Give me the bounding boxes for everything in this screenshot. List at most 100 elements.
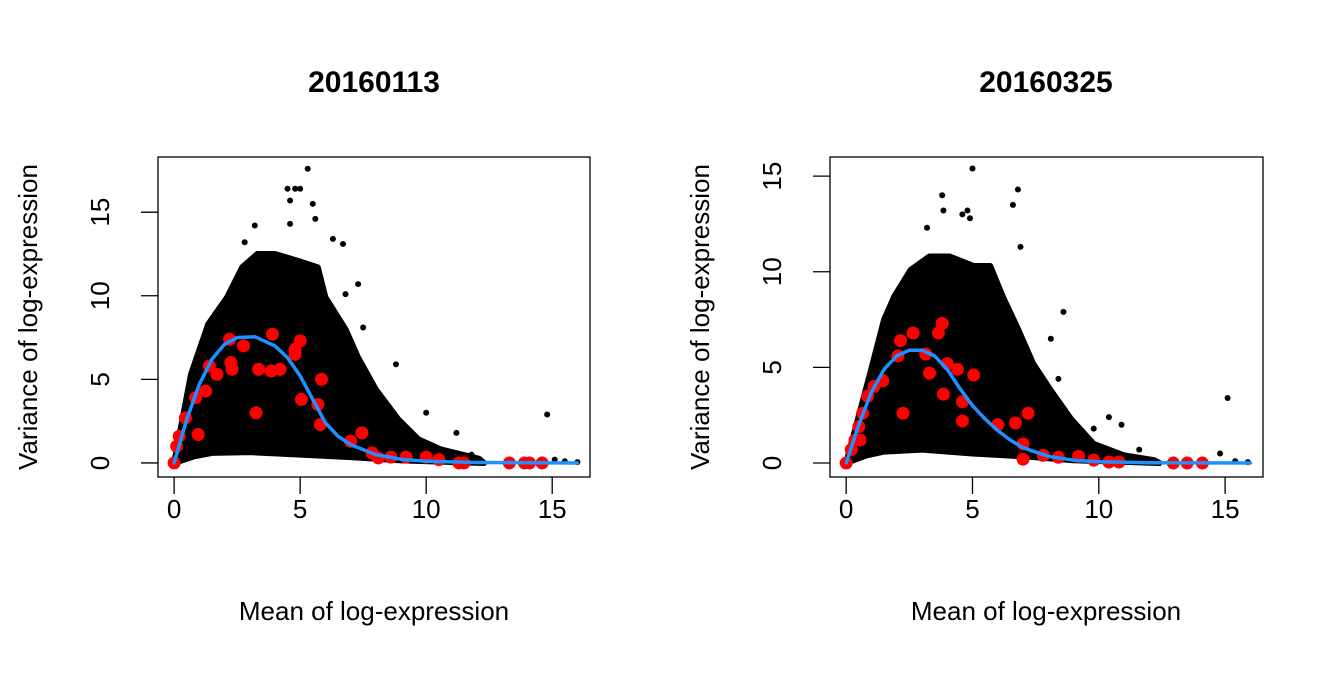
y-axis-label: Variance of log-expression [13, 164, 43, 470]
y-tick-label: 5 [757, 360, 787, 374]
data-point [355, 281, 362, 288]
highlighted-point [199, 384, 213, 398]
data-point [339, 240, 346, 247]
x-tick-label: 15 [538, 494, 567, 524]
data-point [287, 197, 294, 204]
data-point [309, 200, 316, 207]
data-point [1060, 308, 1067, 315]
x-axis-label: Mean of log-expression [239, 596, 509, 626]
data-point [251, 222, 258, 229]
data-point [939, 192, 946, 199]
data-point [544, 411, 551, 418]
highlighted-point [210, 367, 224, 381]
plot-frame [829, 156, 1264, 478]
data-point [959, 211, 966, 218]
highlighted-point [893, 334, 907, 348]
data-point [304, 165, 311, 172]
data-point [1009, 201, 1016, 208]
highlighted-point [355, 426, 369, 440]
data-point [392, 361, 399, 368]
highlighted-point [273, 362, 287, 376]
data-point [292, 185, 299, 192]
data-point [360, 324, 367, 331]
y-tick-label: 5 [85, 372, 115, 386]
data-point [1105, 414, 1112, 421]
highlighted-point [191, 428, 205, 442]
highlighted-point [236, 339, 250, 353]
data-point [940, 207, 947, 214]
data-point [1014, 186, 1021, 193]
data-point [551, 456, 558, 463]
highlighted-point [967, 368, 981, 382]
data-point [453, 429, 460, 436]
data-point [964, 207, 971, 214]
x-tick-label: 10 [412, 494, 441, 524]
panel-title: 20160325 [979, 66, 1112, 99]
panel-title: 20160113 [308, 66, 440, 99]
data-point [924, 224, 931, 231]
data-point [1224, 395, 1231, 402]
highlighted-point [1016, 452, 1030, 466]
y-tick-label: 15 [85, 198, 115, 227]
x-tick-label: 5 [965, 494, 979, 524]
x-tick-label: 15 [1211, 494, 1240, 524]
highlighted-point [288, 347, 302, 361]
data-point [1055, 375, 1062, 382]
highlighted-point [294, 392, 308, 406]
plot-frame [157, 156, 591, 478]
y-axis-label: Variance of log-expression [685, 164, 715, 470]
highlighted-point [252, 362, 266, 376]
x-tick-label: 0 [839, 494, 853, 524]
x-tick-label: 5 [293, 494, 307, 524]
trend-line [844, 348, 1253, 465]
highlighted-point [265, 327, 279, 341]
y-tick-label: 10 [85, 281, 115, 310]
panel-1: 20160113 Mean of log-expression Variance… [13, 66, 591, 626]
data-point [312, 215, 319, 222]
panel-2: 20160325 Mean of log-expression Variance… [685, 66, 1264, 626]
highlighted-point [923, 366, 937, 380]
highlighted-point [249, 406, 263, 420]
highlighted-point [432, 453, 446, 467]
data-point [1136, 446, 1143, 453]
point-cloud [171, 251, 488, 466]
x-tick-label: 0 [167, 494, 181, 524]
data-point [287, 220, 294, 227]
y-tick-label: 10 [757, 257, 787, 286]
highlighted-point [853, 433, 867, 447]
point-cloud [843, 253, 1163, 466]
highlighted-point [936, 387, 950, 401]
data-point [468, 451, 475, 458]
highlighted-point [225, 362, 239, 376]
highlighted-point [955, 414, 969, 428]
data-point [1217, 450, 1224, 457]
data-point [1090, 425, 1097, 432]
data-point [423, 409, 430, 416]
y-tick-label: 15 [757, 162, 787, 191]
highlighted-point [1021, 406, 1035, 420]
trend-line [172, 334, 580, 465]
data-point [297, 185, 304, 192]
highlighted-point [315, 372, 329, 386]
highlighted-point [906, 326, 920, 340]
plot-area [141, 156, 591, 494]
highlighted-point [931, 326, 945, 340]
data-point [241, 239, 248, 246]
data-point [966, 215, 973, 222]
plot-area [813, 156, 1264, 494]
highlighted-point [896, 406, 910, 420]
data-point [1047, 335, 1054, 342]
highlighted-point [1008, 416, 1022, 430]
x-axis-label: Mean of log-expression [911, 596, 1181, 626]
data-point [342, 291, 349, 298]
data-point [1017, 243, 1024, 250]
data-point [329, 235, 336, 242]
x-tick-label: 10 [1084, 494, 1113, 524]
data-point [969, 165, 976, 172]
y-tick-label: 0 [757, 456, 787, 470]
y-tick-label: 0 [85, 456, 115, 470]
data-point [1118, 421, 1125, 428]
highlighted-point [950, 362, 964, 376]
data-point [284, 185, 291, 192]
